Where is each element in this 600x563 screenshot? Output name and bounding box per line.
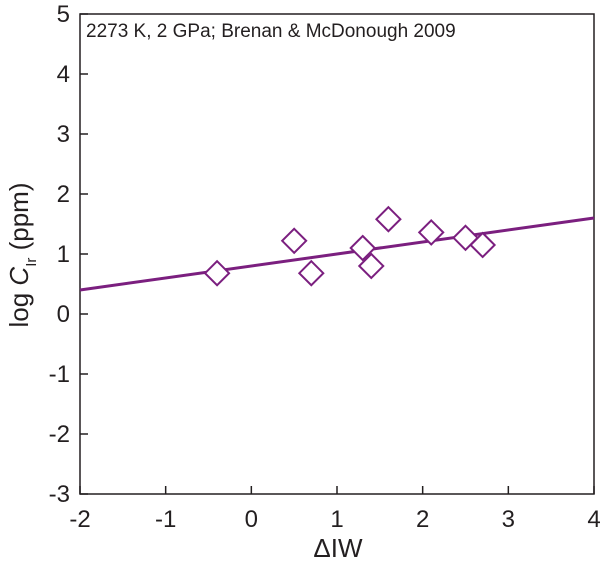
x-tick-label: 0 bbox=[245, 506, 258, 533]
y-axis-title-sub: Ir bbox=[23, 258, 40, 267]
y-tick-label: -3 bbox=[49, 481, 70, 508]
y-axis-title-var: C bbox=[4, 267, 34, 286]
chart-annotation: 2273 K, 2 GPa; Brenan & McDonough 2009 bbox=[86, 21, 456, 42]
x-tick-labels: -2 -1 0 1 2 3 4 bbox=[69, 506, 600, 533]
x-axis-title: ΔIW bbox=[313, 533, 363, 563]
data-point bbox=[357, 252, 385, 280]
fit-line bbox=[79, 216, 595, 292]
y-tick-label: 3 bbox=[57, 121, 70, 148]
x-tick-label: 3 bbox=[502, 506, 515, 533]
y-tick-label: 4 bbox=[57, 61, 70, 88]
data-point bbox=[297, 259, 325, 287]
data-point bbox=[469, 231, 497, 259]
x-tick-label: 2 bbox=[416, 506, 429, 533]
y-tick-label: -1 bbox=[49, 361, 70, 388]
y-tick-label: 2 bbox=[57, 181, 70, 208]
y-axis-title: log CIr (ppm) bbox=[4, 183, 40, 328]
y-axis-title-suffix: (ppm) bbox=[4, 183, 34, 258]
x-tick-label: 4 bbox=[587, 506, 600, 533]
x-tick-label: 1 bbox=[330, 506, 343, 533]
data-point bbox=[280, 227, 308, 255]
data-point bbox=[203, 259, 231, 287]
y-tick-labels: -3 -2 -1 0 1 2 3 4 5 bbox=[49, 1, 70, 508]
y-tick-label: 5 bbox=[57, 1, 70, 28]
y-axis-title-prefix: log bbox=[4, 286, 34, 328]
data-point bbox=[349, 234, 377, 262]
x-tick-label: -2 bbox=[69, 506, 90, 533]
plot-area bbox=[79, 13, 595, 495]
data-point bbox=[417, 218, 445, 246]
x-tick-label: -1 bbox=[155, 506, 176, 533]
y-tick-label: 1 bbox=[57, 241, 70, 268]
y-tick-label: -2 bbox=[49, 421, 70, 448]
data-point bbox=[374, 205, 402, 233]
y-tick-label: 0 bbox=[57, 301, 70, 328]
